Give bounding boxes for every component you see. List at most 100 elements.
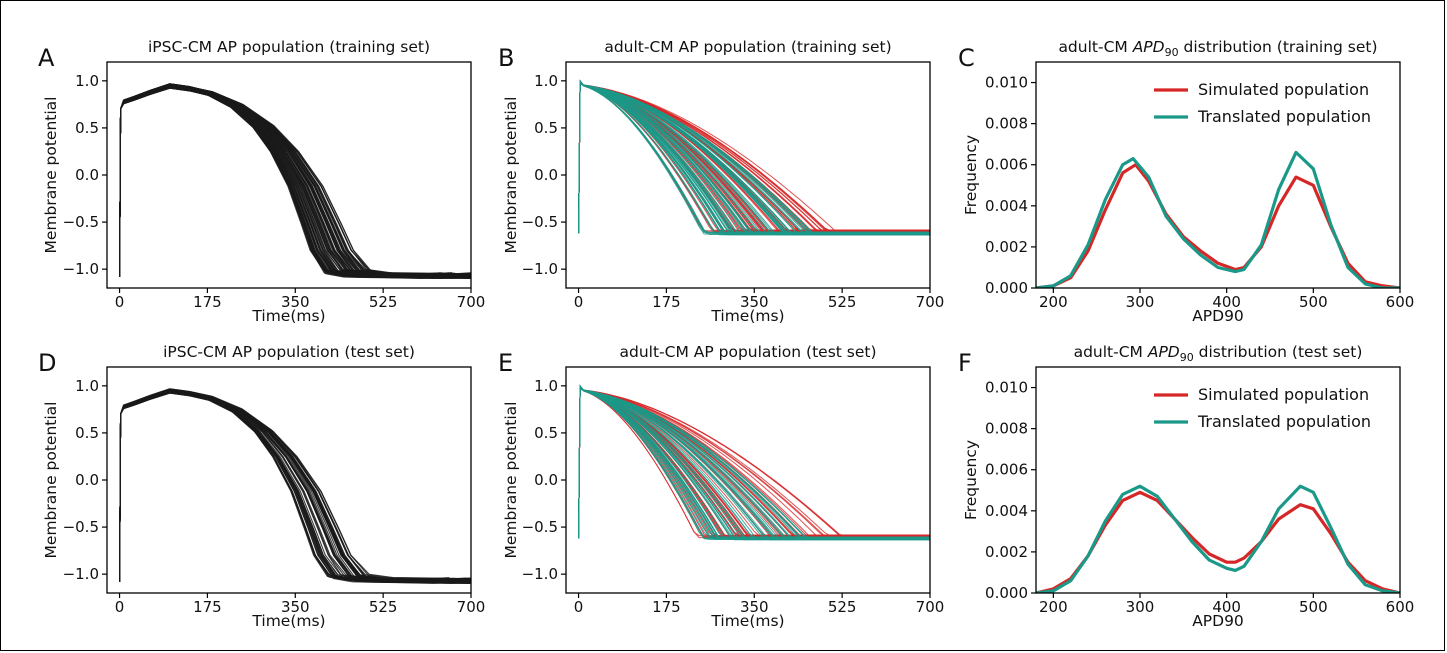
plot-area [578, 79, 930, 236]
x-tick-label: 525 [369, 293, 398, 311]
trace [119, 84, 439, 277]
chart-title: adult-CM APD90 distribution (training se… [1058, 38, 1377, 59]
y-tick-label: 1.0 [75, 72, 99, 90]
plot-area [578, 384, 930, 541]
plot-area [119, 83, 471, 280]
y-axis-label: Membrane potential [502, 402, 520, 559]
legend-label: Translated population [1197, 412, 1371, 431]
panel-letter: B [498, 44, 514, 72]
y-tick-label: 0.006 [985, 461, 1028, 479]
y-tick-label: −0.5 [522, 518, 558, 536]
trace [119, 389, 449, 582]
series-line-simulated [1036, 163, 1400, 288]
panel-letter: A [38, 44, 55, 72]
trace-translated [578, 80, 930, 236]
x-tick-label: 700 [916, 293, 945, 311]
trace [119, 84, 444, 277]
trace [119, 392, 456, 582]
series-line-simulated [1036, 490, 1400, 593]
y-axis-label: Membrane potential [502, 97, 520, 254]
plot-area [119, 388, 471, 584]
trace [119, 389, 451, 582]
x-tick-label: 600 [1386, 598, 1415, 616]
y-tick-label: −1.0 [522, 565, 558, 583]
trace [119, 87, 442, 278]
trace [119, 83, 445, 278]
trace-translated [578, 79, 930, 236]
y-tick-label: 0.0 [534, 166, 558, 184]
y-tick-label: 0.0 [534, 471, 558, 489]
legend-label: Simulated population [1198, 385, 1369, 404]
y-axis-label: Membrane potential [42, 97, 60, 254]
series-line-translated [1036, 484, 1400, 593]
x-axis-label: Time(ms) [710, 307, 784, 325]
y-tick-label: −0.5 [63, 213, 99, 231]
series-line-translated [1036, 150, 1400, 288]
chart-title: adult-CM AP population (training set) [604, 38, 891, 56]
trace [119, 391, 463, 582]
x-tick-label: 350 [281, 598, 310, 616]
x-tick-label: 0 [574, 598, 584, 616]
x-tick-label: 0 [115, 598, 125, 616]
y-tick-label: −1.0 [63, 260, 99, 278]
y-tick-label: 0.0 [75, 166, 99, 184]
x-tick-label: 300 [1126, 598, 1155, 616]
panel-letter: D [38, 349, 56, 377]
x-tick-label: 0 [574, 293, 584, 311]
trace [119, 83, 443, 277]
plot-area [1036, 484, 1400, 593]
y-tick-label: 0.5 [534, 424, 558, 442]
trace [119, 85, 448, 277]
trace [119, 87, 449, 279]
y-tick-label: −0.5 [63, 518, 99, 536]
x-tick-label: 0 [115, 293, 125, 311]
x-axis-label: Time(ms) [710, 612, 784, 630]
plot-area [1036, 150, 1400, 288]
y-tick-label: 0.002 [985, 238, 1028, 256]
panel-letter: F [958, 349, 972, 377]
chart-title: iPSC-CM AP population (test set) [163, 343, 415, 361]
y-tick-label: 0.002 [985, 543, 1028, 561]
y-tick-label: 1.0 [75, 377, 99, 395]
trace [119, 87, 444, 280]
trace [119, 83, 441, 279]
axes-frame [1035, 61, 1401, 289]
trace [119, 86, 446, 277]
x-tick-label: 175 [652, 598, 681, 616]
trace [119, 390, 450, 582]
x-tick-label: 175 [193, 293, 222, 311]
y-tick-label: 0.008 [985, 115, 1028, 133]
trace [119, 84, 449, 277]
y-tick-label: 1.0 [534, 72, 558, 90]
x-axis-label: Time(ms) [251, 307, 325, 325]
trace [119, 390, 449, 582]
trace [119, 84, 443, 277]
trace [119, 86, 471, 278]
trace [119, 391, 462, 584]
trace-translated [578, 81, 930, 234]
chart-title: adult-CM AP population (test set) [619, 343, 876, 361]
x-axis-label: APD90 [1192, 612, 1244, 630]
y-tick-label: 0.5 [75, 119, 99, 137]
y-tick-label: 0.0 [75, 471, 99, 489]
y-tick-label: 0.004 [985, 502, 1028, 520]
x-tick-label: 700 [457, 598, 486, 616]
y-tick-label: 0.004 [985, 197, 1028, 215]
chart-title: iPSC-CM AP population (training set) [148, 38, 430, 56]
x-tick-label: 350 [740, 598, 769, 616]
trace-translated [578, 385, 930, 540]
trace [119, 389, 471, 582]
y-tick-label: −1.0 [63, 565, 99, 583]
x-tick-label: 500 [1299, 598, 1328, 616]
x-tick-label: 175 [652, 293, 681, 311]
y-tick-label: 0.010 [985, 74, 1028, 92]
x-axis-label: APD90 [1192, 307, 1244, 325]
x-tick-label: 400 [1212, 293, 1241, 311]
x-tick-label: 200 [1039, 293, 1068, 311]
x-tick-label: 350 [740, 293, 769, 311]
y-tick-label: 0.010 [985, 379, 1028, 397]
